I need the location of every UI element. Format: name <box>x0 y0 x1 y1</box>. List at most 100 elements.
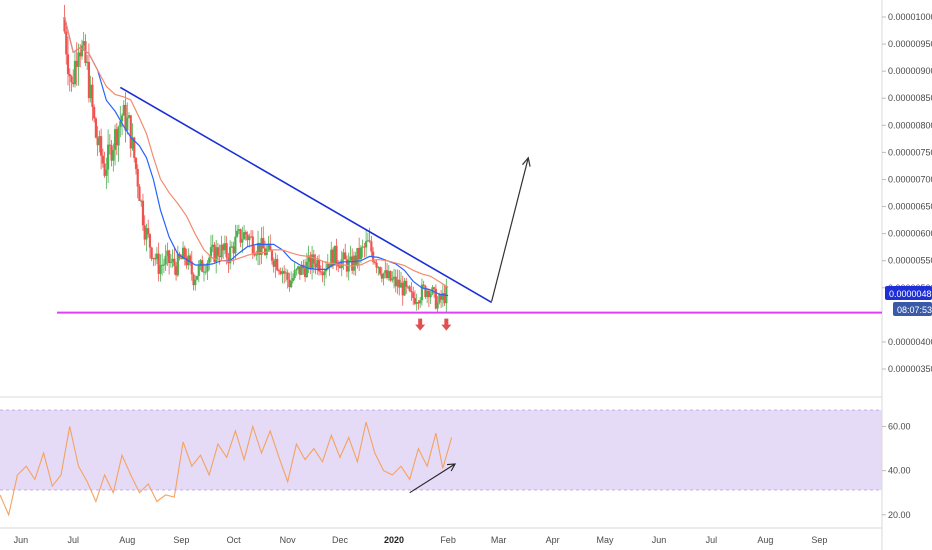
candle-body <box>229 246 232 264</box>
candle-body <box>140 200 143 202</box>
candle-body <box>445 285 448 304</box>
candle-body <box>324 269 328 272</box>
candle-body <box>340 259 343 269</box>
candle-body <box>284 272 288 274</box>
candle-body <box>84 41 87 64</box>
last-price-value: 0.00000489 <box>889 289 932 299</box>
candle-body <box>70 76 73 83</box>
candle-body <box>443 293 446 304</box>
candle-body <box>195 275 199 280</box>
candle-body <box>344 252 347 260</box>
candle-body <box>122 104 125 116</box>
candle-body <box>394 276 397 287</box>
candle-body <box>211 244 214 248</box>
candle-body <box>249 236 253 238</box>
candle-body <box>375 262 378 268</box>
candle-body <box>208 257 211 263</box>
countdown-tag <box>893 302 932 316</box>
candle-body <box>169 261 172 264</box>
price-tick-label: 0.00000400 <box>888 337 932 347</box>
candle-body <box>359 247 363 260</box>
time-tick-label: Jul <box>67 535 79 545</box>
candle-body <box>279 271 282 275</box>
candle-body <box>180 258 183 260</box>
time-axis[interactable]: Jun Jul Aug Sep Oct Nov Dec 2020 Feb Mar Apr May Jun… <box>14 535 828 545</box>
candle-body <box>337 263 340 267</box>
candle-body <box>258 242 261 255</box>
candle-body <box>236 230 239 237</box>
candle-body <box>222 244 225 251</box>
candle-body <box>269 243 272 251</box>
time-tick-label: Jun <box>652 535 667 545</box>
rsi-tick-label: 40.00 <box>888 466 911 476</box>
candle-body <box>319 271 322 273</box>
candle-body <box>162 264 165 266</box>
forecast-arrow-head <box>522 156 531 167</box>
candle-body <box>365 241 368 248</box>
candle-body <box>105 169 108 176</box>
time-tick-label: Sep <box>811 535 827 545</box>
candle-body <box>148 234 152 248</box>
price-tick-label: 0.00000800 <box>888 120 932 130</box>
candle-body <box>255 254 258 256</box>
price-tick-label: 0.00000600 <box>888 229 932 239</box>
time-tick-label: Dec <box>332 535 349 545</box>
candle-body <box>314 263 317 268</box>
candle-body <box>113 129 117 150</box>
candle-body <box>384 270 387 274</box>
candle-body <box>91 84 94 107</box>
candle-body <box>108 144 111 146</box>
candle-body <box>101 155 104 164</box>
candle-body <box>131 137 134 149</box>
candle-body <box>230 246 233 248</box>
candle-body <box>145 228 148 240</box>
candle-body <box>93 106 96 119</box>
candle-body <box>424 286 427 298</box>
price-tick-label: 0.00000350 <box>888 364 932 374</box>
candle-body <box>419 300 422 304</box>
candle-body <box>403 280 406 296</box>
candle-body <box>413 298 417 304</box>
candle-body <box>154 258 157 260</box>
candle-body <box>283 271 286 274</box>
candle-body <box>378 267 382 274</box>
candle-body <box>304 268 307 278</box>
candle-body <box>389 271 392 281</box>
candle-body <box>147 228 150 235</box>
candle-body <box>316 259 319 268</box>
candle-body <box>310 254 314 270</box>
rsi-axis[interactable]: 60.00 40.00 20.00 <box>882 421 911 520</box>
candle-body <box>262 238 265 249</box>
time-tick-label: 2020 <box>384 535 404 545</box>
time-tick-label: Oct <box>227 535 242 545</box>
candle-body <box>351 256 354 271</box>
candle-body <box>190 261 193 275</box>
candle-body <box>138 186 141 201</box>
candle-body <box>68 73 71 77</box>
candle-body <box>354 255 357 265</box>
candle-body <box>312 254 315 264</box>
price-tick-label: 0.00000550 <box>888 256 932 266</box>
candle-body <box>392 276 396 279</box>
candle-body <box>361 246 364 248</box>
rsi-band <box>0 410 882 490</box>
candle-body <box>73 60 77 85</box>
candle-body <box>82 41 85 46</box>
time-tick-label: Apr <box>546 535 560 545</box>
candle-body <box>119 121 122 128</box>
price-tick-label: 0.00000750 <box>888 147 932 157</box>
candle-body <box>159 265 162 274</box>
candle-body <box>281 271 284 275</box>
candle-body <box>291 278 295 281</box>
forecast-arrow-line <box>491 157 529 302</box>
candle-body <box>288 279 291 288</box>
candle-body <box>331 249 335 266</box>
candle-body <box>239 229 242 243</box>
candle-body <box>330 249 333 268</box>
candle-body <box>399 282 403 288</box>
candle-body <box>98 136 101 146</box>
candle-body <box>256 242 260 255</box>
time-tick-label: Jun <box>14 535 29 545</box>
candle-body <box>150 247 153 259</box>
